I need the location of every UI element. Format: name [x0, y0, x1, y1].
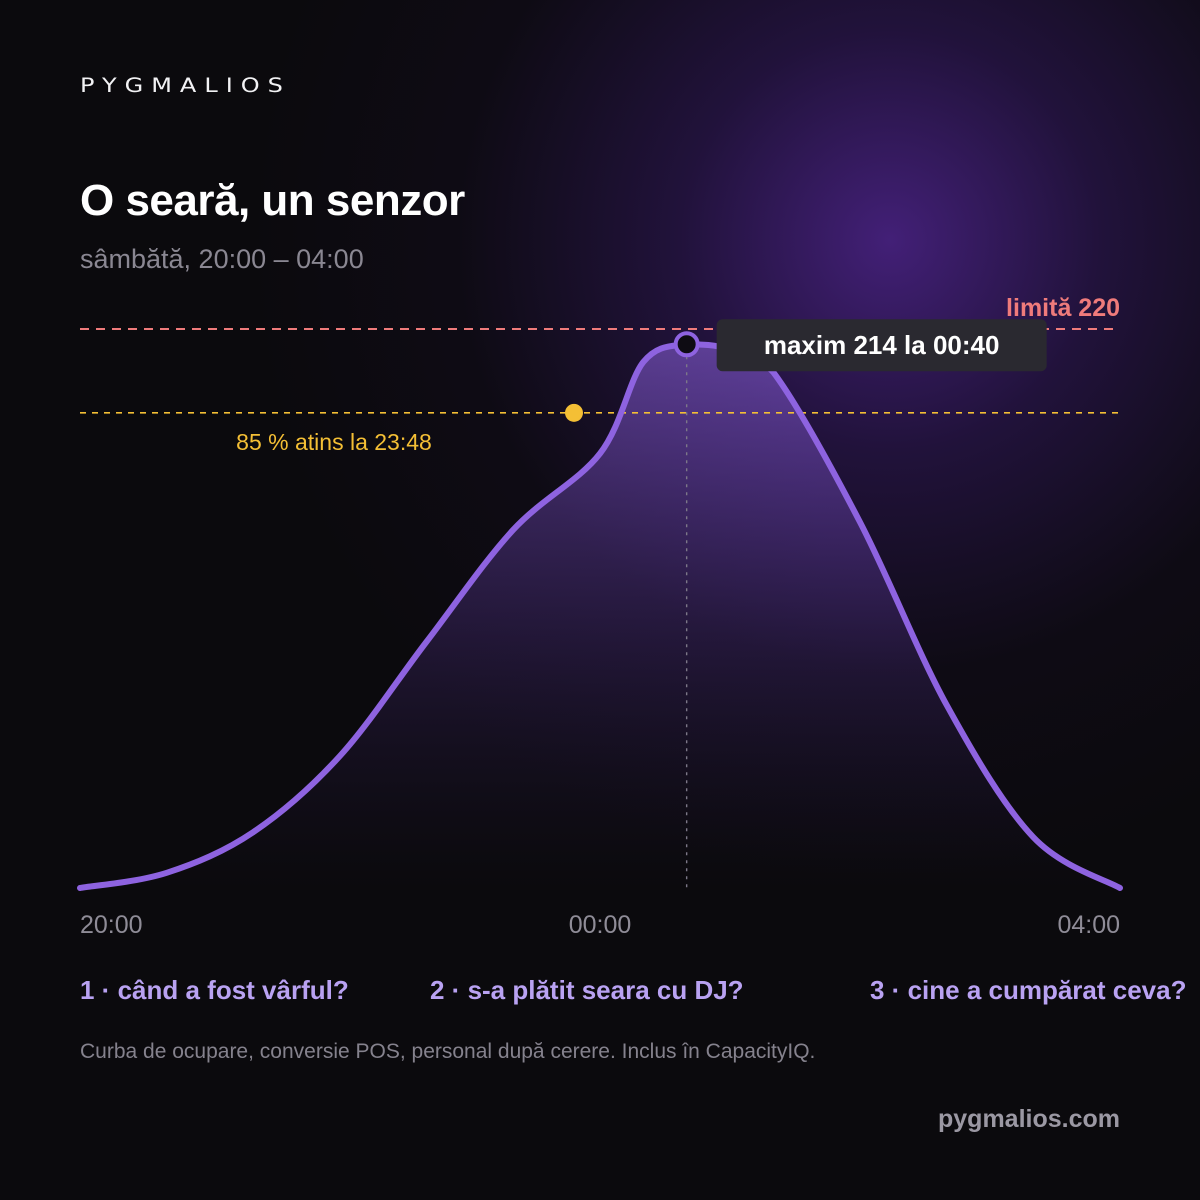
question-peak: 1 · când a fost vârful?: [80, 975, 349, 1005]
x-tick-label: 00:00: [569, 911, 632, 939]
page-title: O seară, un senzor: [80, 176, 465, 225]
question-list: 1 · când a fost vârful? 2 · s-a plătit s…: [0, 975, 1200, 1015]
threshold-label: 85 % atins la 23:48: [236, 429, 432, 455]
x-axis: 20:00 00:00 04:00: [80, 911, 1120, 939]
question-dj: 2 · s-a plătit seara cu DJ?: [430, 975, 744, 1005]
footnote: Curba de ocupare, conversie POS, persona…: [80, 1040, 816, 1063]
threshold-marker: [565, 403, 583, 422]
x-tick-label: 04:00: [1057, 911, 1120, 939]
website-link: pygmalios.com: [938, 1105, 1120, 1133]
occupancy-area: [80, 344, 1120, 888]
peak-tooltip-label: maxim 214 la 00:40: [764, 330, 1000, 360]
question-purchase: 3 · cine a cumpărat ceva?: [870, 975, 1187, 1005]
limit-label: limită 220: [1006, 294, 1120, 322]
page-subtitle: sâmbătă, 20:00 – 04:00: [80, 244, 364, 274]
brand-logo: PYGMALIOS: [80, 74, 291, 97]
peak-tooltip: [716, 319, 1047, 372]
occupancy-line: [77, 341, 1123, 891]
peak-marker: [673, 331, 700, 358]
x-tick-label: 20:00: [80, 911, 143, 939]
